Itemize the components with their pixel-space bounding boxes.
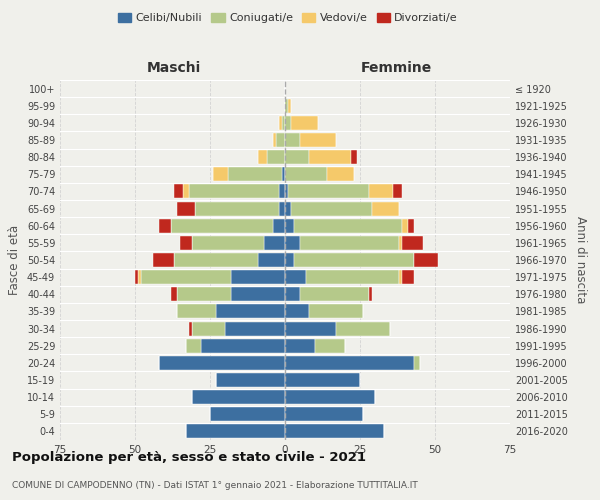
Bar	[285, 356, 414, 370]
Bar	[408, 218, 414, 232]
Bar	[300, 288, 369, 302]
Bar	[285, 408, 363, 422]
Bar	[192, 322, 225, 336]
Bar	[138, 270, 141, 284]
Bar	[414, 253, 438, 267]
Bar	[225, 322, 285, 336]
Bar	[264, 236, 285, 250]
Bar	[189, 322, 192, 336]
Bar	[369, 184, 393, 198]
Bar	[285, 338, 315, 352]
Bar	[285, 322, 336, 336]
Bar	[228, 168, 282, 181]
Bar	[174, 184, 183, 198]
Bar	[285, 390, 375, 404]
Bar	[285, 373, 360, 387]
Bar	[369, 288, 372, 302]
Bar	[402, 270, 414, 284]
Y-axis label: Anni di nascita: Anni di nascita	[574, 216, 587, 304]
Bar	[183, 184, 189, 198]
Bar	[276, 133, 285, 147]
Y-axis label: Fasce di età: Fasce di età	[8, 225, 21, 295]
Bar	[171, 218, 273, 232]
Bar	[327, 168, 354, 181]
Text: COMUNE DI CAMPODENNO (TN) - Dati ISTAT 1° gennaio 2021 - Elaborazione TUTTITALIA: COMUNE DI CAMPODENNO (TN) - Dati ISTAT 1…	[12, 482, 418, 490]
Bar	[300, 133, 336, 147]
Bar	[372, 202, 399, 215]
Legend: Celibi/Nubili, Coniugati/e, Vedovi/e, Divorziati/e: Celibi/Nubili, Coniugati/e, Vedovi/e, Di…	[113, 8, 463, 28]
Bar	[291, 116, 318, 130]
Bar	[216, 373, 285, 387]
Bar	[231, 270, 285, 284]
Bar	[279, 184, 285, 198]
Bar	[279, 202, 285, 215]
Bar	[192, 236, 264, 250]
Text: Maschi: Maschi	[147, 61, 201, 75]
Bar	[285, 304, 309, 318]
Bar	[285, 218, 294, 232]
Bar	[153, 253, 174, 267]
Bar	[177, 202, 195, 215]
Bar	[273, 133, 276, 147]
Bar	[267, 150, 285, 164]
Bar	[291, 202, 372, 215]
Bar	[186, 338, 201, 352]
Bar	[282, 116, 285, 130]
Bar	[285, 133, 300, 147]
Bar	[315, 338, 345, 352]
Bar	[306, 270, 399, 284]
Bar	[294, 253, 414, 267]
Bar	[210, 408, 285, 422]
Bar	[213, 168, 228, 181]
Bar	[285, 168, 327, 181]
Bar	[285, 116, 291, 130]
Bar	[285, 288, 300, 302]
Bar	[216, 304, 285, 318]
Bar	[300, 236, 399, 250]
Bar	[285, 424, 384, 438]
Text: Popolazione per età, sesso e stato civile - 2021: Popolazione per età, sesso e stato civil…	[12, 451, 366, 464]
Bar	[282, 168, 285, 181]
Bar	[177, 304, 216, 318]
Bar	[285, 98, 288, 112]
Bar	[279, 116, 282, 130]
Bar	[285, 236, 300, 250]
Bar	[189, 184, 279, 198]
Bar	[171, 288, 177, 302]
Bar	[195, 202, 279, 215]
Bar	[285, 270, 306, 284]
Bar	[159, 218, 171, 232]
Bar	[309, 304, 363, 318]
Text: Femmine: Femmine	[361, 61, 431, 75]
Bar	[414, 356, 420, 370]
Bar	[135, 270, 138, 284]
Bar	[180, 236, 192, 250]
Bar	[402, 236, 423, 250]
Bar	[258, 253, 285, 267]
Bar	[285, 150, 309, 164]
Bar	[402, 218, 408, 232]
Bar	[399, 236, 402, 250]
Bar	[399, 270, 402, 284]
Bar	[192, 390, 285, 404]
Bar	[186, 424, 285, 438]
Bar	[288, 98, 291, 112]
Bar	[309, 150, 351, 164]
Bar	[294, 218, 402, 232]
Bar	[174, 253, 258, 267]
Bar	[285, 184, 288, 198]
Bar	[201, 338, 285, 352]
Bar	[351, 150, 357, 164]
Bar	[159, 356, 285, 370]
Bar	[258, 150, 267, 164]
Bar	[177, 288, 231, 302]
Bar	[141, 270, 231, 284]
Bar	[231, 288, 285, 302]
Bar	[273, 218, 285, 232]
Bar	[336, 322, 390, 336]
Bar	[393, 184, 402, 198]
Bar	[288, 184, 369, 198]
Bar	[285, 253, 294, 267]
Bar	[285, 202, 291, 215]
